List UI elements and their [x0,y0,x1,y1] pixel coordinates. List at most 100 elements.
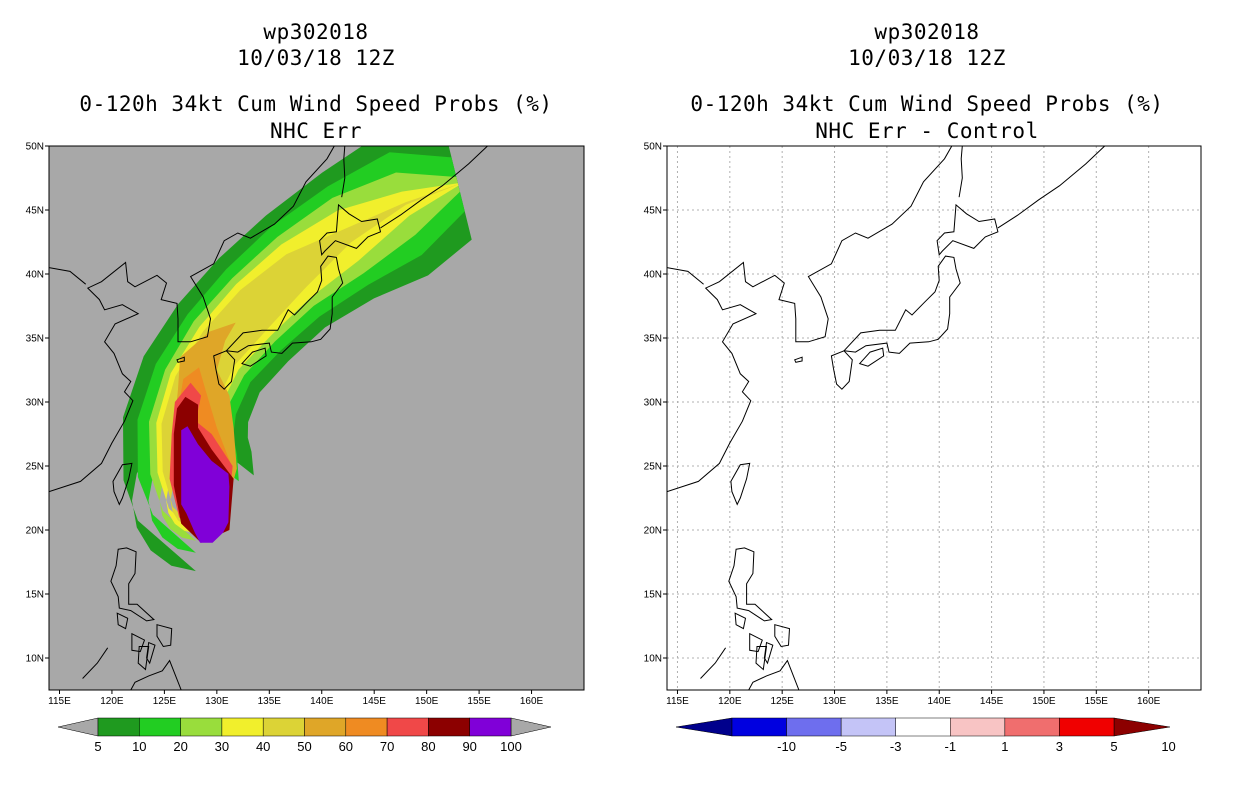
colorbar-swatch [180,717,223,737]
x-tick-label: 115E [48,696,71,707]
coast-mindoro [116,612,129,630]
coast-luzon [110,547,155,622]
x-tick-label: 155E [467,696,491,707]
x-tick-label: 140E [928,696,952,707]
colorbar-swatch [386,717,429,737]
x-tick-label: 145E [980,696,1004,707]
colorbar-label: 5 [1110,739,1117,754]
colorbar-label: 10 [132,739,146,754]
coast-taiwan [730,462,751,506]
y-tick-label: 35N [644,334,662,345]
y-tick-label: 45N [26,206,44,217]
colorbar-label: 20 [173,739,187,754]
y-tick-label: 35N [26,334,44,345]
left-title-main: 0-120h 34kt Cum Wind Speed Probs (%) [79,92,553,116]
y-tick-label: 50N [644,142,662,153]
coast-negros [755,646,768,671]
right-title-sub: NHC Err - Control [815,119,1039,143]
coast-samar [156,624,173,648]
right-title-datetime: 10/03/18 12Z [848,46,1006,70]
coast-shikoku [241,347,267,367]
colorbar-label: 3 [1056,739,1063,754]
plot-background [667,146,1201,690]
coast-sakhalin [341,146,346,198]
right-title-main: 0-120h 34kt Cum Wind Speed Probs (%) [690,92,1164,116]
colorbar-swatch [895,717,951,737]
coast-panay [131,632,146,653]
colorbar-label: 30 [215,739,229,754]
y-tick-label: 25N [644,462,662,473]
coast-palawan [700,647,727,679]
x-tick-label: 120E [718,696,742,707]
coast-honshu [842,255,961,354]
colorbar-end-high [1113,717,1171,737]
colorbar-label: 60 [339,739,353,754]
coast-sakhalin [958,146,963,198]
x-tick-label: 140E [310,696,334,707]
right-colorbar: -10 -5 -3 -1 1 3 5 10 [675,717,1176,754]
colorbar-label: 1 [1001,739,1008,754]
colorbar-swatch [97,717,140,737]
y-tick-label: 40N [644,270,662,281]
colorbar-swatch [1059,717,1115,737]
x-tick-label: 115E [666,696,689,707]
coast-palawan [82,647,109,679]
coast-luzon [728,547,773,622]
coast-china-inner [667,267,704,285]
coast-kurils [380,146,488,229]
coast-mindoro [734,612,747,630]
colorbar-end-low [57,717,99,737]
y-tick-label: 40N [26,270,44,281]
coast-samar [774,624,791,648]
colorbar-label: -10 [777,739,796,754]
colorbar-label: 90 [462,739,476,754]
coast-jeju [794,356,803,363]
coast-honshu [225,255,344,354]
left-title-storm-id: wp302018 [263,20,369,44]
x-tick-label: 135E [258,696,282,707]
colorbar-end-low [675,717,733,737]
coast-mindanao [130,659,182,690]
x-tick-label: 160E [1137,696,1161,707]
y-tick-label: 15N [644,590,662,601]
coast-negros [137,646,150,671]
coast-kyushu [213,350,236,390]
colorbar-swatch [950,717,1006,737]
coast-kyushu [830,350,853,390]
colorbar-label: -5 [835,739,847,754]
right-title-storm-id: wp302018 [874,20,980,44]
plot-area [667,146,1201,690]
coast-cebu [763,641,774,665]
colorbar-swatch [262,717,305,737]
left-colorbar: 5 10 20 30 40 50 60 70 80 90 100 [57,717,552,754]
coast-jeju [176,356,185,363]
colorbar-label: 100 [500,739,522,754]
y-tick-label: 10N [26,654,44,665]
coast-mindanao [748,659,800,690]
contour-40-50 [161,184,459,529]
y-tick-label: 10N [644,654,662,665]
x-tick-label: 130E [205,696,229,707]
x-tick-label: 150E [1032,696,1056,707]
colorbar-swatch [1004,717,1060,737]
coast-panay [749,632,763,653]
x-tick-label: 130E [823,696,847,707]
colorbar-swatch [428,717,470,737]
y-tick-label: 25N [26,462,44,473]
y-tick-label: 50N [26,142,44,153]
colorbar-label: 50 [297,739,311,754]
colorbar-label: -1 [945,739,957,754]
x-tick-label: 150E [415,696,439,707]
y-tick-label: 45N [644,206,662,217]
left-map-panel: 115E 120E 125E 130E 135E 140E 145E 150E 155E 160E… [26,142,585,707]
coast-hokkaido [319,203,382,256]
colorbar-swatch [786,717,842,737]
contour-90-100 [181,426,230,543]
coast-mainland-asia [49,146,335,493]
x-tick-label: 160E [520,696,544,707]
colorbar-swatch [345,717,388,737]
colorbar-swatch [469,717,512,737]
plot-frame [666,145,1202,691]
colorbar-label: 80 [421,739,435,754]
